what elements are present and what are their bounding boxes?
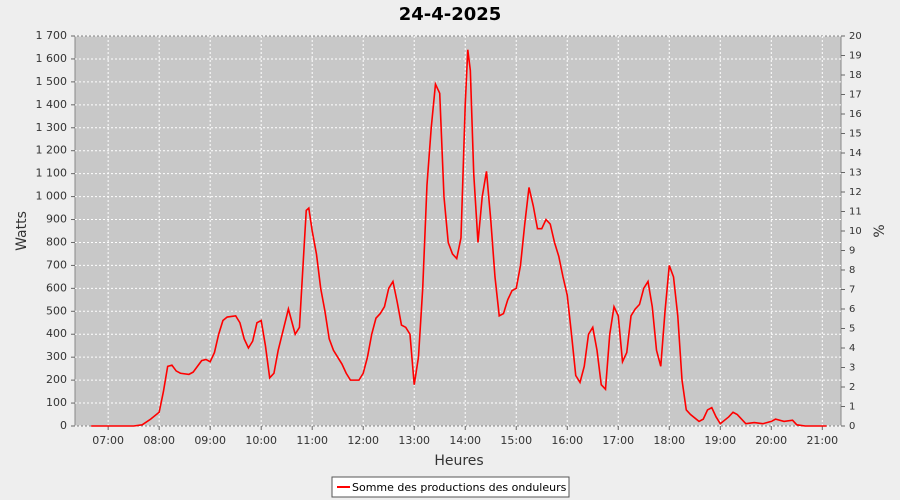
x-tick-label: 16:00 xyxy=(551,434,583,447)
y-axis-title: Watts xyxy=(14,211,30,251)
y2-axis-title: % xyxy=(872,224,888,237)
y2-tick-label: 10 xyxy=(849,226,862,237)
y-tick-label: 1 100 xyxy=(36,167,68,180)
x-tick-label: 12:00 xyxy=(347,434,379,447)
y-tick-label: 200 xyxy=(46,373,67,386)
y2-tick-label: 19 xyxy=(849,51,862,62)
y2-tick-label: 18 xyxy=(849,70,862,81)
x-tick-label: 21:00 xyxy=(806,434,838,447)
legend-label: Somme des productions des onduleurs xyxy=(352,481,567,494)
plot-area xyxy=(74,35,842,427)
y2-tick-label: 20 xyxy=(849,31,862,42)
y2-tick-label: 3 xyxy=(849,363,855,374)
y-tick-label: 1 000 xyxy=(36,190,68,203)
y2-tick-label: 2 xyxy=(849,382,855,393)
y-tick-label: 900 xyxy=(46,213,67,226)
x-tick-label: 13:00 xyxy=(398,434,430,447)
x-tick-label: 17:00 xyxy=(602,434,634,447)
x-tick-label: 10:00 xyxy=(245,434,277,447)
x-tick-label: 07:00 xyxy=(92,434,124,447)
y2-tick-label: 16 xyxy=(849,109,862,120)
y-tick-label: 100 xyxy=(46,396,67,409)
y-tick-label: 1 300 xyxy=(36,121,68,134)
y-tick-label: 500 xyxy=(46,304,67,317)
legend-box xyxy=(331,476,570,498)
y-tick-label: 1 700 xyxy=(36,29,68,42)
y-tick-label: 300 xyxy=(46,350,67,363)
y2-tick-label: 17 xyxy=(849,90,862,101)
y2-tick-label: 12 xyxy=(849,187,862,198)
y-tick-label: 1 600 xyxy=(36,52,68,65)
x-tick-label: 09:00 xyxy=(194,434,226,447)
x-tick-label: 19:00 xyxy=(704,434,736,447)
x-axis-title: Heures xyxy=(434,453,483,469)
y-tick-label: 0 xyxy=(60,419,67,432)
x-tick-label: 20:00 xyxy=(755,434,787,447)
y-tick-label: 600 xyxy=(46,281,67,294)
y2-tick-label: 9 xyxy=(849,246,855,257)
y-tick-label: 800 xyxy=(46,235,67,248)
y2-tick-label: 11 xyxy=(849,207,862,218)
y-tick-label: 400 xyxy=(46,327,67,340)
y2-tick-label: 15 xyxy=(849,129,862,140)
y2-tick-label: 4 xyxy=(849,343,855,354)
y2-tick-label: 5 xyxy=(849,324,855,335)
y2-tick-label: 13 xyxy=(849,168,862,179)
x-tick-label: 18:00 xyxy=(653,434,685,447)
y-tick-label: 1 500 xyxy=(36,75,68,88)
y2-tick-label: 6 xyxy=(849,304,855,315)
y2-tick-label: 1 xyxy=(849,402,855,413)
y-tick-label: 700 xyxy=(46,258,67,271)
x-tick-label: 15:00 xyxy=(500,434,532,447)
y-tick-label: 1 200 xyxy=(36,144,68,157)
y2-tick-label: 8 xyxy=(849,265,855,276)
y2-tick-label: 0 xyxy=(849,421,855,432)
x-tick-label: 08:00 xyxy=(143,434,175,447)
x-tick-label: 11:00 xyxy=(296,434,328,447)
series-line xyxy=(91,49,827,427)
y2-tick-label: 14 xyxy=(849,148,862,159)
x-tick-label: 14:00 xyxy=(449,434,481,447)
y-tick-label: 1 400 xyxy=(36,98,68,111)
chart-title: 24-4-2025 xyxy=(399,4,502,25)
y2-tick-label: 7 xyxy=(849,285,855,296)
